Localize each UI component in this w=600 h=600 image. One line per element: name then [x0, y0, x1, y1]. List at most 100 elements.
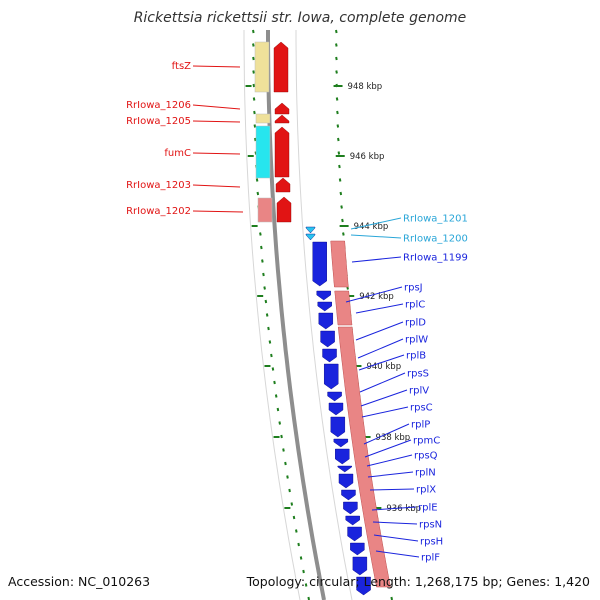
left-leader-line — [192, 65, 241, 68]
right-leader-line — [369, 488, 415, 491]
ring-tick — [288, 488, 291, 493]
ring-tick — [335, 56, 338, 61]
ring-tick — [267, 326, 270, 331]
ring-tick — [336, 124, 340, 128]
reverse-cds — [324, 363, 339, 390]
right-leader-line — [345, 286, 403, 303]
ring-tick — [278, 421, 281, 425]
right-leader-line — [358, 354, 405, 371]
reverse-cds — [316, 290, 331, 301]
left-gene-label: RrIowa_1203 — [126, 180, 191, 191]
right-leader-line — [361, 406, 409, 418]
left-gene-label: RrIowa_1205 — [126, 116, 191, 127]
genome-backbone — [266, 30, 326, 600]
ftsZ-gene-bar — [254, 41, 270, 93]
ring-tick — [261, 259, 264, 263]
reverse-cds — [333, 438, 349, 448]
reverse-cds — [335, 448, 350, 465]
ring-tick — [254, 137, 257, 142]
ring-tick — [270, 353, 273, 358]
kbp-label: 936 kbp — [386, 504, 421, 514]
gene-1202-cds — [276, 196, 292, 223]
ring-tick — [252, 83, 256, 88]
ring-tick — [290, 502, 294, 506]
left-gene-label: RrIowa_1202 — [126, 206, 191, 217]
kbp-label: 944 kbp — [354, 222, 389, 232]
right-gene-label: RrIowa_1200 — [403, 234, 468, 245]
ring-tick — [339, 191, 343, 196]
gene-layer — [254, 41, 391, 596]
left-leader-line — [192, 120, 241, 123]
gene-1205-cds — [274, 114, 290, 124]
reverse-cds — [320, 330, 335, 348]
kbp-scale: 948 kbp 946 kbp 944 kbp 942 kbp 940 kbp 938 k… — [245, 82, 421, 514]
reverse-cds — [350, 542, 365, 556]
left-leader-line — [192, 210, 244, 213]
reverse-cds — [345, 515, 360, 526]
gene-1203-cds — [275, 177, 291, 193]
kbp-label: 948 kbp — [348, 82, 383, 92]
reverse-cds — [318, 312, 334, 330]
left-gene-label: RrIowa_1206 — [126, 100, 191, 111]
accession-text: Accession: NC_010263 — [8, 574, 150, 589]
reverse-cds — [341, 489, 356, 501]
ring-tick — [335, 29, 338, 34]
right-leader-line — [360, 389, 408, 407]
ring-tick — [299, 556, 303, 560]
ring-tick — [336, 110, 339, 115]
reverse-cds — [327, 391, 342, 402]
left-leader-line — [192, 152, 241, 155]
reverse-cds — [330, 416, 346, 438]
right-gene-label: rplX — [416, 485, 436, 496]
right-gene-label: rpmC — [413, 436, 440, 447]
right-gene-label: rplN — [415, 468, 436, 479]
reverse-cds — [322, 348, 337, 363]
ring-tick — [274, 394, 278, 398]
right-leader-line — [359, 372, 406, 393]
ring-tick — [252, 97, 256, 101]
ring-tick — [341, 218, 344, 223]
reverse-cds — [312, 241, 327, 287]
right-leader-line — [364, 439, 412, 458]
right-gene-label: rpsS — [407, 369, 429, 380]
ring-tick — [260, 245, 263, 250]
ring-tick — [304, 583, 308, 587]
ring-tick — [262, 272, 265, 277]
ring-tick — [253, 110, 256, 115]
right-gene-label: rplP — [411, 420, 430, 431]
left-gene-label: fumC — [164, 148, 191, 159]
ring-tick — [335, 97, 339, 101]
ring-tick — [259, 232, 262, 236]
reverse-cds — [343, 501, 358, 515]
right-gene-label: rpsJ — [404, 283, 423, 294]
ring-tick — [268, 340, 272, 344]
right-gene-label: rplC — [405, 300, 425, 311]
right-gene-label: rpsQ — [414, 451, 438, 462]
left-leader-line — [192, 184, 241, 188]
gene-bar-pink — [334, 290, 353, 326]
right-gene-label: rpsC — [410, 403, 433, 414]
reverse-cds — [352, 556, 368, 576]
right-gene-label: rplE — [418, 503, 438, 514]
ring-tick — [252, 56, 255, 61]
ring-tick — [284, 461, 287, 466]
fumC-cds — [274, 126, 290, 178]
right-leader-line — [351, 256, 402, 263]
right-leader-line — [355, 303, 404, 314]
right-leader-line — [355, 321, 404, 341]
ring-tick — [286, 475, 289, 479]
ring-tick — [264, 299, 268, 304]
reverse-cds — [338, 473, 354, 489]
ring-tick — [342, 232, 345, 236]
right-gene-label: rpsH — [420, 537, 443, 548]
trna-1200 — [305, 233, 316, 241]
fumC-gene-bar — [255, 125, 271, 179]
ring-tick — [338, 164, 341, 169]
right-leader-line — [357, 338, 404, 359]
left-track-edge — [243, 30, 301, 600]
ring-tick — [265, 313, 269, 317]
left-gene-label: ftsZ — [172, 61, 191, 72]
ring-tick — [338, 178, 342, 182]
kbp-label: 938 kbp — [376, 433, 411, 443]
